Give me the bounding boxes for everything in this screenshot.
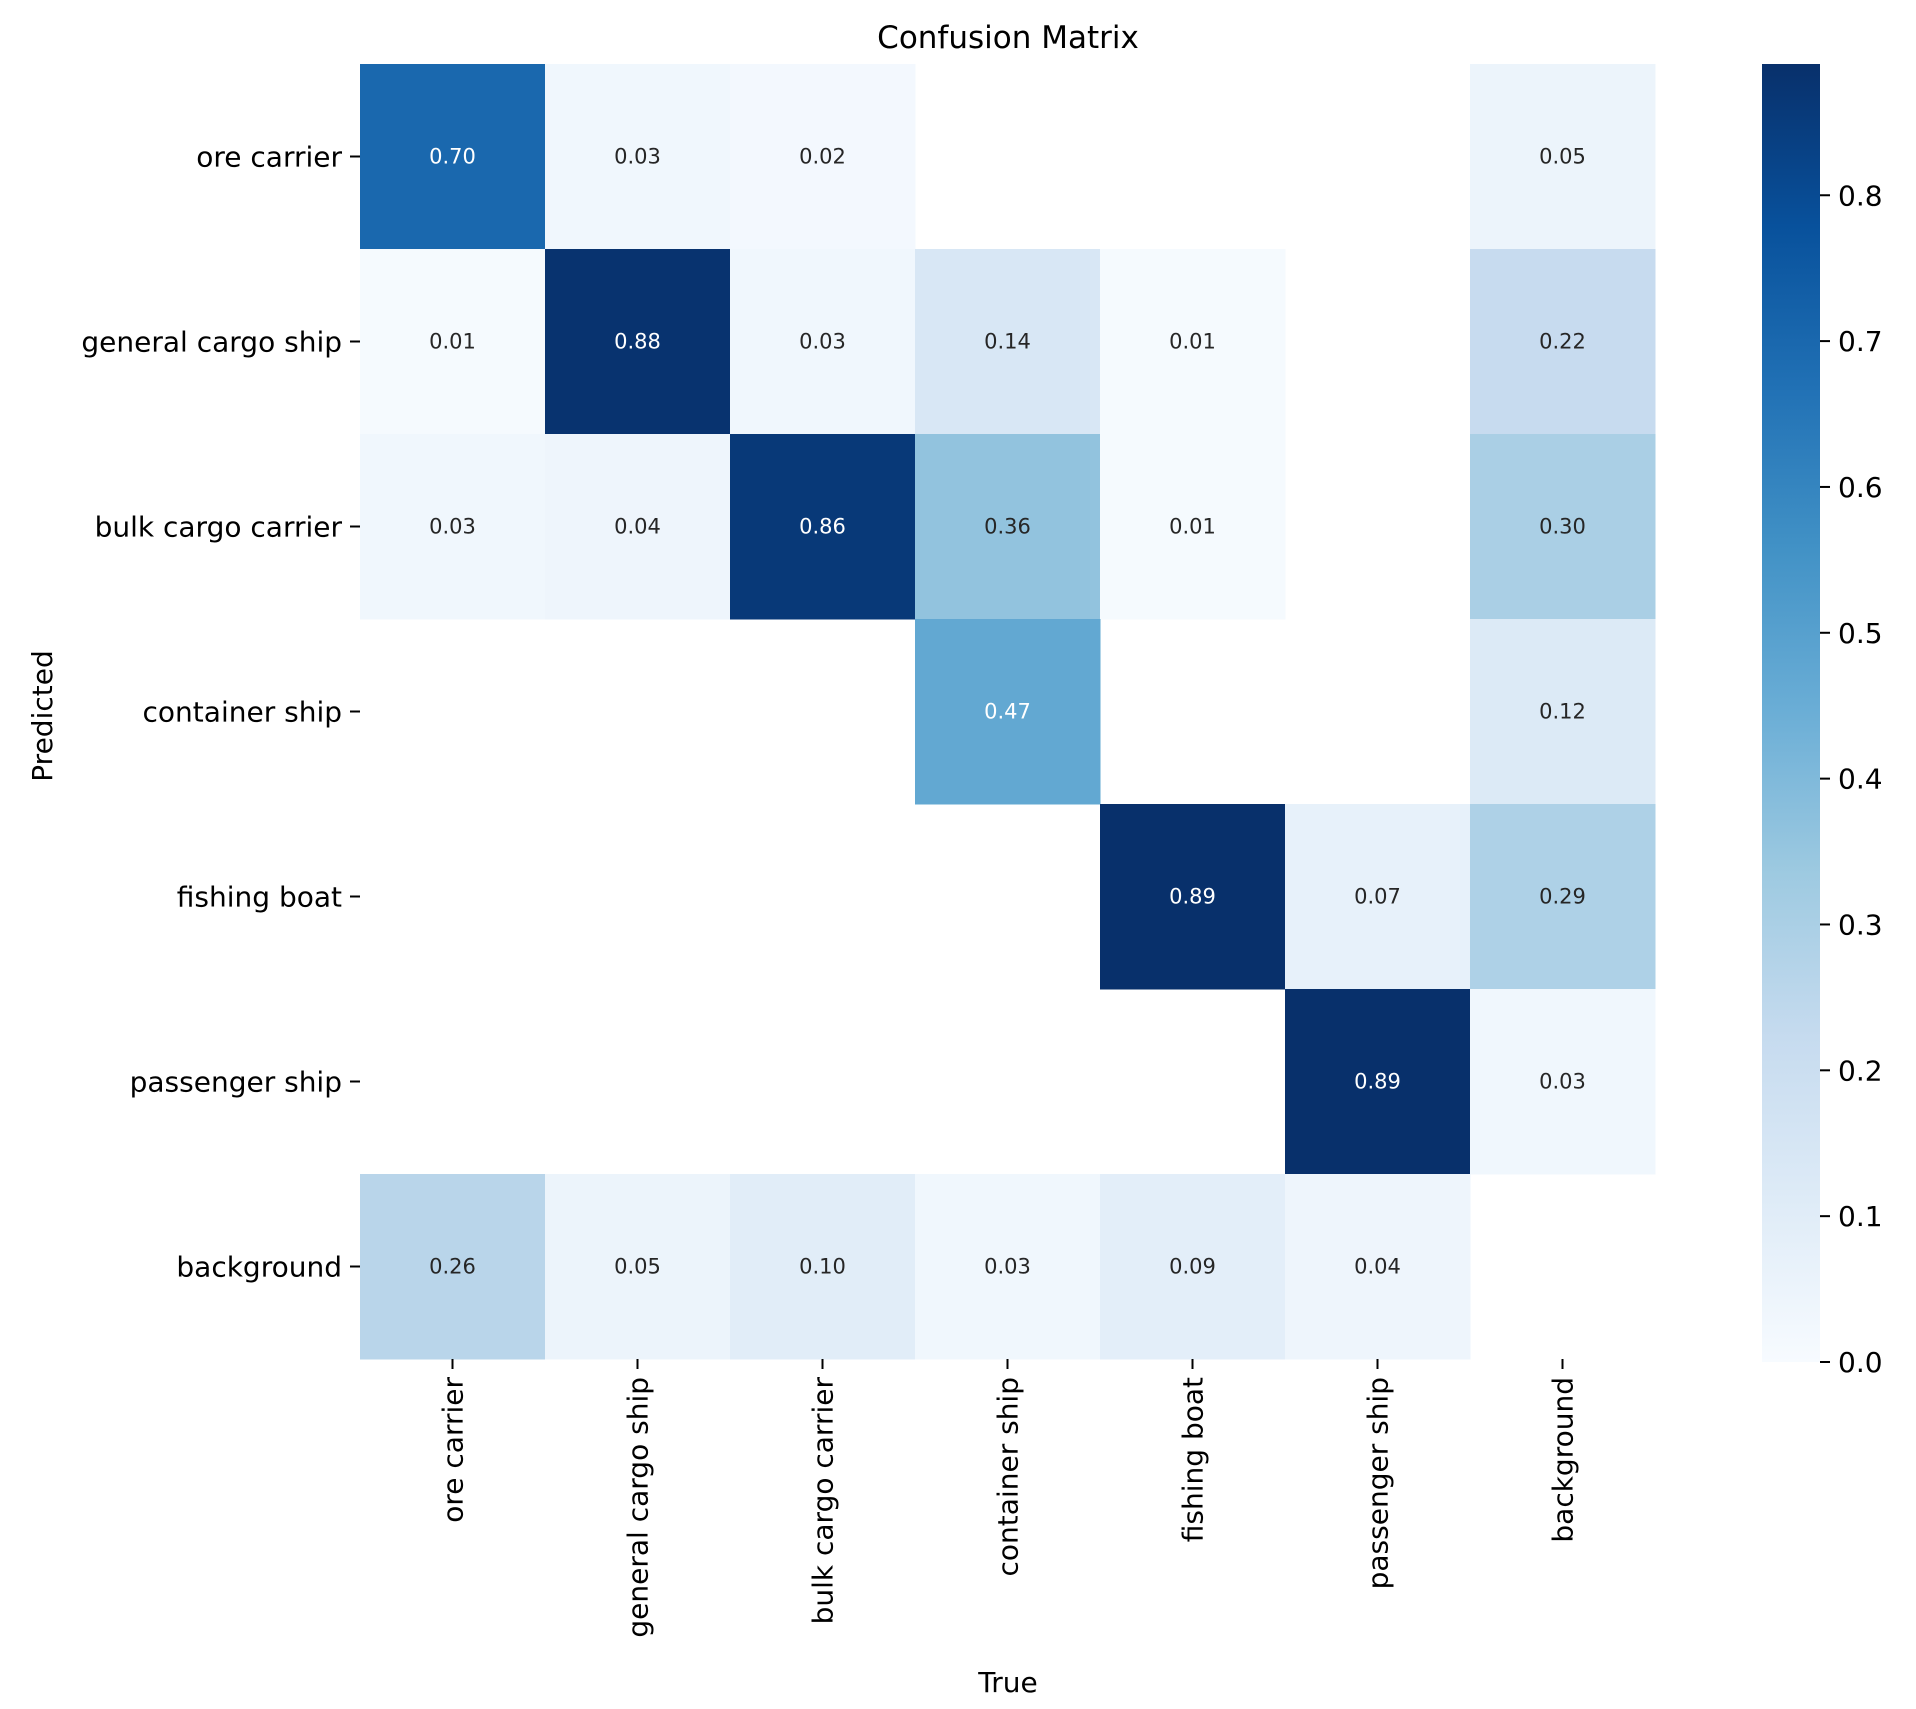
heatmap-cell bbox=[1470, 989, 1656, 1175]
heatmap-cell bbox=[1100, 804, 1286, 990]
colorbar-tick-label: 0.8 bbox=[1838, 179, 1883, 212]
cell-value-label: 0.01 bbox=[1169, 330, 1216, 354]
heatmap-cell bbox=[730, 1174, 916, 1360]
x-tick-label: background bbox=[1547, 1377, 1580, 1543]
heatmap-cell bbox=[1470, 804, 1656, 990]
cell-value-label: 0.70 bbox=[429, 145, 476, 169]
heatmap-cell bbox=[1470, 619, 1656, 805]
heatmap-cell bbox=[545, 64, 731, 250]
y-tick-label: ore carrier bbox=[196, 141, 342, 174]
cell-value-label: 0.04 bbox=[1354, 1255, 1401, 1279]
colorbar-tick-label: 0.5 bbox=[1838, 617, 1883, 650]
cell-value-label: 0.07 bbox=[1354, 885, 1401, 909]
heatmap-cell bbox=[915, 434, 1101, 620]
heatmap-cell bbox=[1285, 804, 1471, 990]
heatmap-cell bbox=[360, 1174, 546, 1360]
colorbar-tick-label: 0.3 bbox=[1838, 908, 1883, 941]
chart-title: Confusion Matrix bbox=[877, 20, 1139, 56]
cell-value-label: 0.36 bbox=[984, 515, 1031, 539]
heatmap-cell bbox=[915, 249, 1101, 435]
cell-value-label: 0.03 bbox=[614, 145, 661, 169]
cell-value-label: 0.47 bbox=[984, 700, 1031, 724]
colorbar-tick-label: 0.7 bbox=[1838, 325, 1883, 358]
x-tick-label: general cargo ship bbox=[622, 1377, 655, 1638]
colorbar-tick-label: 0.0 bbox=[1838, 1346, 1883, 1379]
cell-value-label: 0.03 bbox=[1539, 1070, 1586, 1094]
cell-value-label: 0.03 bbox=[799, 330, 846, 354]
cell-value-label: 0.05 bbox=[1539, 145, 1586, 169]
cell-value-label: 0.30 bbox=[1539, 515, 1586, 539]
y-tick-label: background bbox=[176, 1251, 342, 1284]
cell-value-label: 0.09 bbox=[1169, 1255, 1216, 1279]
y-tick-label: general cargo ship bbox=[81, 326, 342, 359]
cell-value-label: 0.89 bbox=[1169, 885, 1216, 909]
heatmap-cell bbox=[1100, 1174, 1286, 1360]
colorbar-ticks: 0.0 0.1 0.2 0.3 0.4 0.5 0.6 0.7 0.8 bbox=[1820, 179, 1883, 1379]
cell-value-label: 0.01 bbox=[1169, 515, 1216, 539]
heatmap-cell bbox=[360, 434, 546, 620]
heatmap-cell bbox=[545, 1174, 731, 1360]
cell-value-label: 0.14 bbox=[984, 330, 1031, 354]
x-tick-label: passenger ship bbox=[1362, 1377, 1395, 1589]
heatmap-cell bbox=[915, 1174, 1101, 1360]
colorbar-tick-label: 0.2 bbox=[1838, 1054, 1883, 1087]
heatmap-cell bbox=[360, 64, 546, 250]
y-tick-label: bulk cargo carrier bbox=[95, 511, 343, 544]
cell-value-label: 0.03 bbox=[984, 1255, 1031, 1279]
cell-value-label: 0.29 bbox=[1539, 885, 1586, 909]
x-axis-label: True bbox=[977, 1666, 1037, 1699]
y-tick-labels: ore carrier general cargo ship bulk cargo … bbox=[81, 141, 360, 1284]
x-tick-label: container ship bbox=[992, 1377, 1025, 1576]
colorbar-tick-label: 0.4 bbox=[1838, 763, 1883, 796]
cell-value-label: 0.05 bbox=[614, 1255, 661, 1279]
colorbar-tick-label: 0.6 bbox=[1838, 471, 1883, 504]
cell-value-label: 0.04 bbox=[614, 515, 661, 539]
heatmap-cell bbox=[1470, 249, 1656, 435]
heatmap-cell bbox=[360, 249, 546, 435]
cell-value-label: 0.02 bbox=[799, 145, 846, 169]
heatmap-cell bbox=[1470, 434, 1656, 620]
cell-value-label: 0.01 bbox=[429, 330, 476, 354]
x-tick-labels: ore carrier general cargo ship bulk cargo … bbox=[437, 1359, 1580, 1638]
heatmap-cell bbox=[1100, 434, 1286, 620]
heatmap-cell bbox=[545, 434, 731, 620]
heatmap-cell bbox=[915, 619, 1101, 805]
colorbar-tick-label: 0.1 bbox=[1838, 1200, 1883, 1233]
heatmap-cell bbox=[1285, 1174, 1471, 1360]
heatmap-cell bbox=[545, 249, 731, 435]
cell-value-label: 0.12 bbox=[1539, 700, 1586, 724]
cell-value-label: 0.26 bbox=[429, 1255, 476, 1279]
y-tick-label: passenger ship bbox=[130, 1066, 342, 1099]
heatmap-cell bbox=[730, 249, 916, 435]
cell-value-label: 0.88 bbox=[614, 330, 661, 354]
colorbar bbox=[1762, 64, 1820, 1362]
y-tick-label: container ship bbox=[143, 696, 342, 729]
cell-value-label: 0.89 bbox=[1354, 1070, 1401, 1094]
cell-value-label: 0.03 bbox=[429, 515, 476, 539]
heatmap-cells: 0.70 0.03 0.02 0.05 0.01 0.88 0.03 0.14 0.01 0.22… bbox=[360, 64, 1656, 1360]
x-tick-label: fishing boat bbox=[1177, 1377, 1210, 1542]
heatmap-cell bbox=[1470, 64, 1656, 250]
y-axis-label: Predicted bbox=[26, 650, 59, 781]
heatmap-cell bbox=[1100, 249, 1286, 435]
x-tick-label: ore carrier bbox=[437, 1377, 470, 1523]
heatmap-cell bbox=[730, 434, 916, 620]
y-tick-label: fishing boat bbox=[177, 881, 342, 914]
cell-value-label: 0.22 bbox=[1539, 330, 1586, 354]
heatmap-cell bbox=[730, 64, 916, 250]
x-tick-label: bulk cargo carrier bbox=[807, 1377, 840, 1625]
cell-value-label: 0.10 bbox=[799, 1255, 846, 1279]
cell-value-label: 0.86 bbox=[799, 515, 846, 539]
heatmap-cell bbox=[1285, 989, 1471, 1175]
